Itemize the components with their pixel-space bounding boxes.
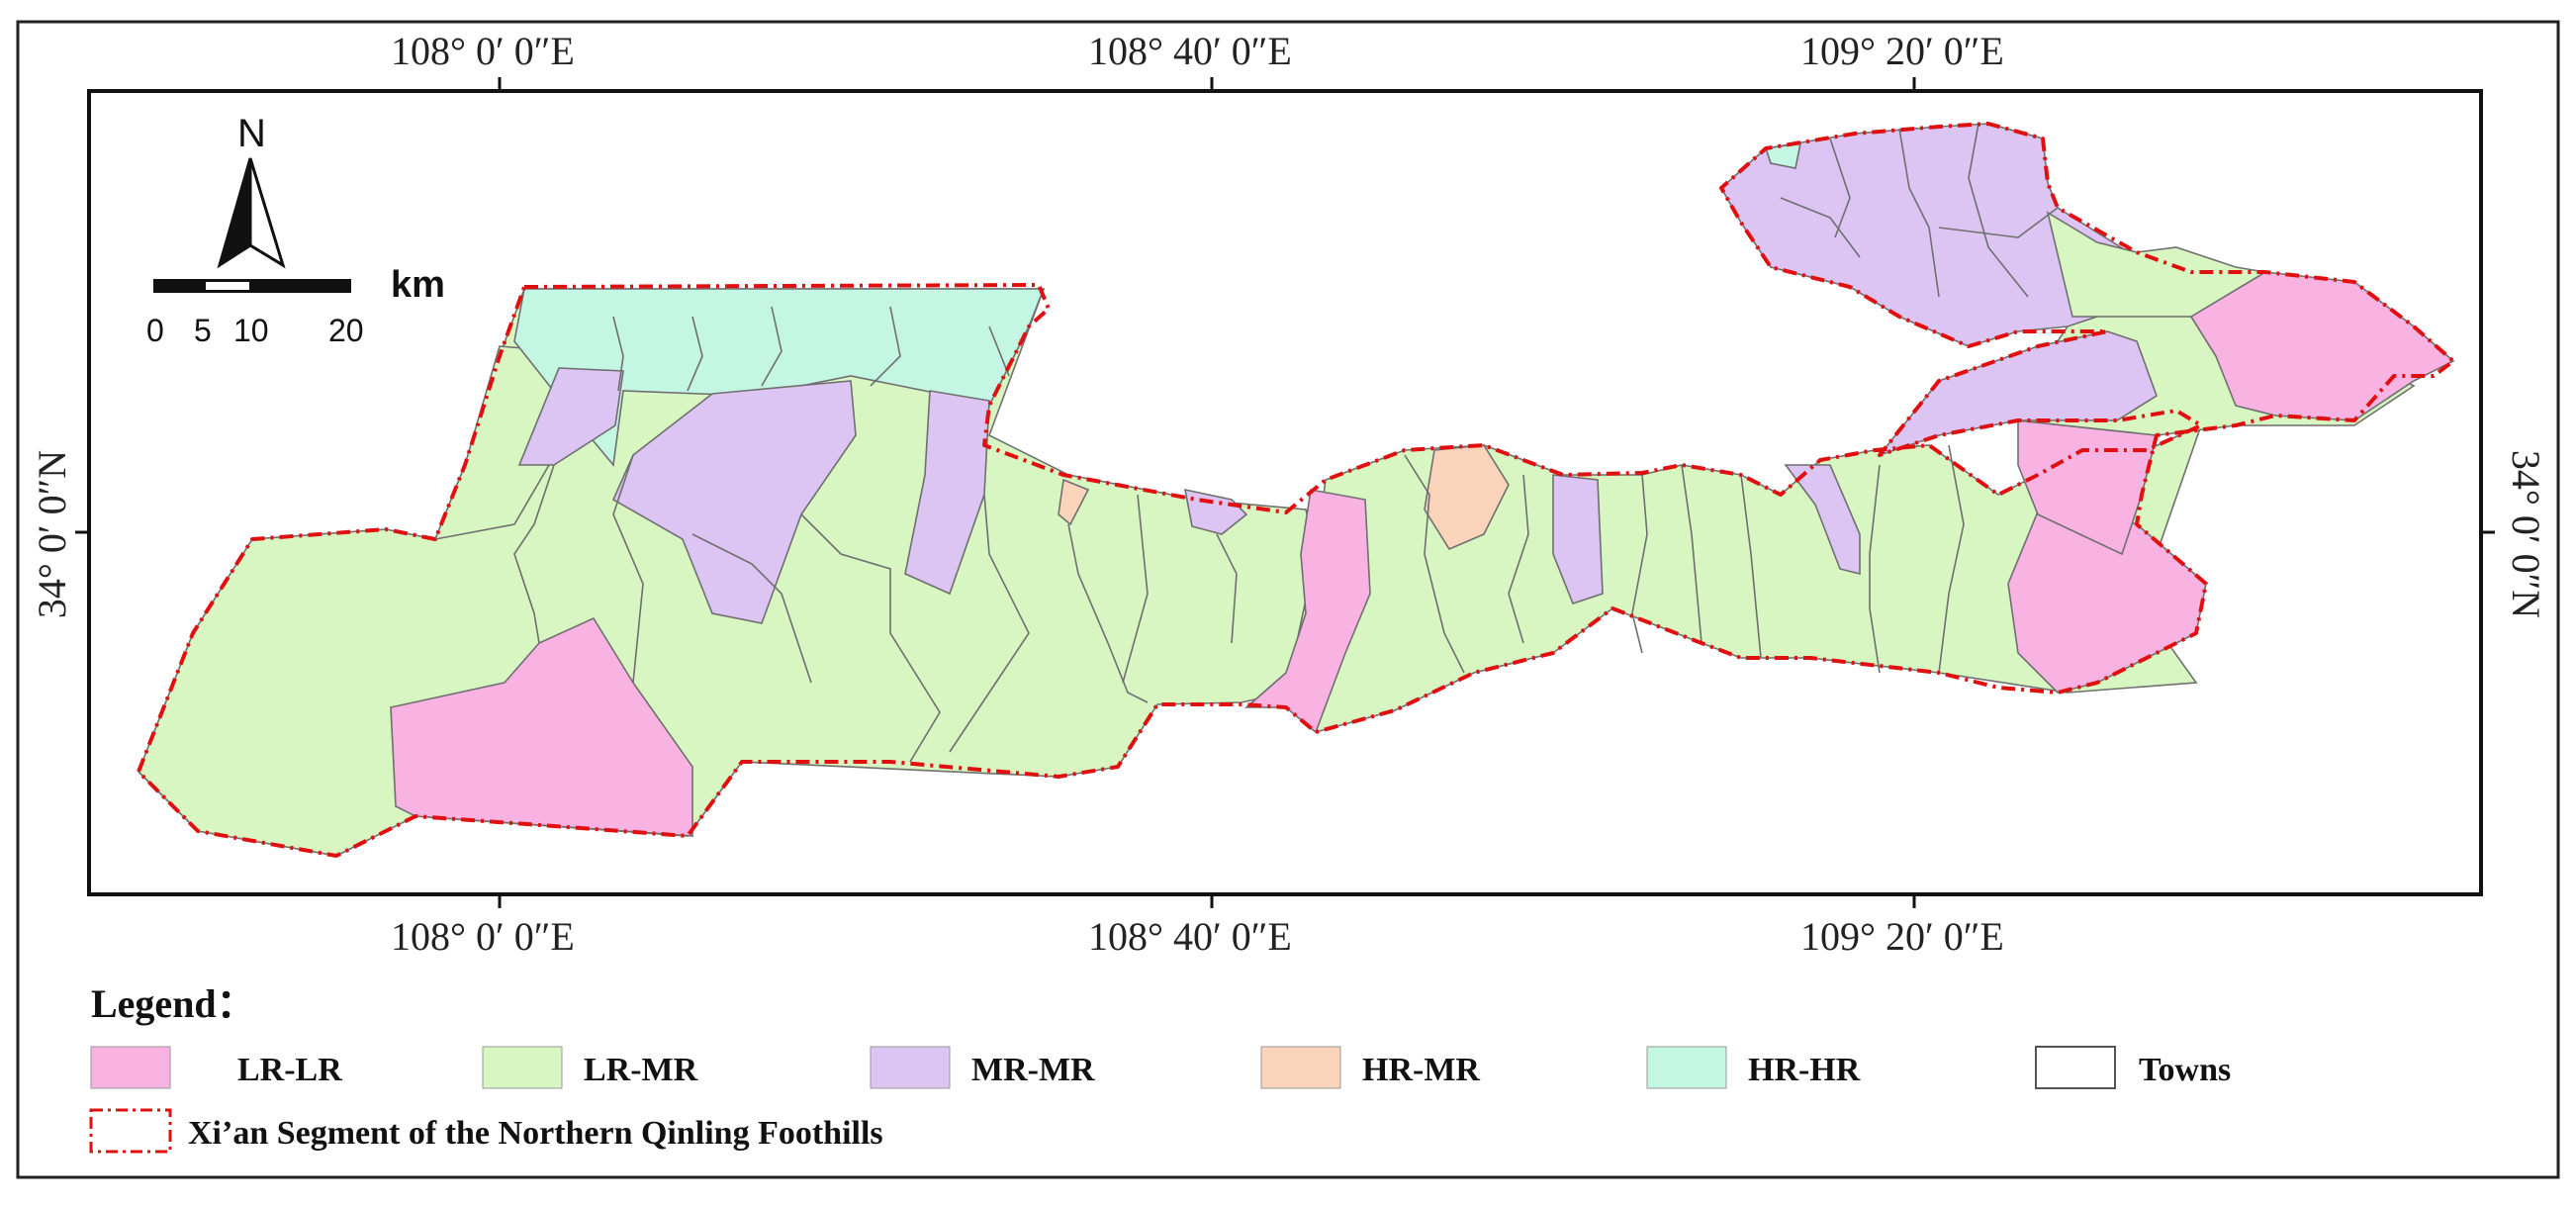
scale-bar: 0 5 10 20 km <box>146 264 445 348</box>
study-boundary <box>137 122 2455 858</box>
town-lr-mr-northeast <box>2046 211 2268 318</box>
town-mr-mr-3 <box>904 390 990 596</box>
town-mr-mr-2 <box>611 380 857 624</box>
town-mr-mr-east-strip <box>1784 464 1861 576</box>
lon-label-bottom-2: 108° 40′ 0″E <box>1088 914 1292 959</box>
legend-item-hr-hr: HR-HR <box>1646 1046 1861 1089</box>
legend-item-lr-lr: LR-LR <box>90 1046 342 1089</box>
town-lr-lr-sw <box>390 616 693 837</box>
town-hr-mr-middle <box>1424 444 1510 551</box>
legend-swatch-boundary <box>89 1108 172 1154</box>
graticule-ticks <box>75 77 2495 908</box>
legend-swatch-mr-mr <box>870 1046 951 1089</box>
legend-item-lr-mr: LR-MR <box>482 1046 698 1089</box>
legend-label-boundary: Xi’an Segment of the Northern Qinling Fo… <box>188 1115 883 1152</box>
legend-item-hr-mr: HR-MR <box>1260 1046 1480 1089</box>
legend-label-lr-mr: LR-MR <box>584 1052 698 1088</box>
town-polygons <box>138 123 2455 857</box>
lat-label-right: 34° 0′ 0″N <box>2504 450 2548 618</box>
lon-label-bottom-3: 109° 20′ 0″E <box>1800 914 2004 959</box>
legend: Legend： LR-LR LR-MR MR-MR HR-MR HR-HR To… <box>89 981 2231 1154</box>
north-label: N <box>237 112 266 155</box>
lon-label-top-3: 109° 20′ 0″E <box>1800 29 2004 73</box>
scale-tick-5: 5 <box>194 313 212 348</box>
lat-label-left: 34° 0′ 0″N <box>30 450 74 618</box>
scale-unit: km <box>391 264 445 306</box>
scale-tick-0: 0 <box>146 313 164 348</box>
town-mr-mr-1 <box>517 367 624 466</box>
town-hr-mr-notch <box>1058 478 1090 526</box>
town-boundary-lines <box>513 123 2059 763</box>
legend-item-towns: Towns <box>2035 1046 2231 1089</box>
lon-label-top-1: 108° 0′ 0″E <box>391 29 575 73</box>
lon-label-top-2: 108° 40′ 0″E <box>1088 29 1292 73</box>
north-arrow: N <box>217 112 286 269</box>
legend-label-mr-mr: MR-MR <box>971 1052 1095 1088</box>
town-lr-lr-southeast <box>2007 499 2207 694</box>
legend-label-lr-lr: LR-LR <box>237 1052 342 1088</box>
town-mr-mr-middle <box>1552 474 1604 604</box>
legend-label-hr-mr: HR-MR <box>1362 1052 1480 1088</box>
legend-swatch-towns <box>2035 1046 2116 1089</box>
legend-item-boundary: Xi’an Segment of the Northern Qinling Fo… <box>89 1108 883 1154</box>
legend-swatch-lr-lr <box>90 1046 171 1089</box>
legend-label-hr-hr: HR-HR <box>1748 1052 1861 1088</box>
legend-swatch-hr-mr <box>1260 1046 1341 1089</box>
legend-item-mr-mr: MR-MR <box>870 1046 1095 1089</box>
scale-tick-20: 20 <box>328 313 364 348</box>
scale-tick-10: 10 <box>233 313 269 348</box>
legend-swatch-hr-hr <box>1646 1046 1727 1089</box>
legend-swatch-lr-mr <box>482 1046 563 1089</box>
lon-label-bottom-1: 108° 0′ 0″E <box>391 914 575 959</box>
legend-label-towns: Towns <box>2139 1052 2231 1088</box>
legend-title: Legend： <box>91 981 256 1026</box>
